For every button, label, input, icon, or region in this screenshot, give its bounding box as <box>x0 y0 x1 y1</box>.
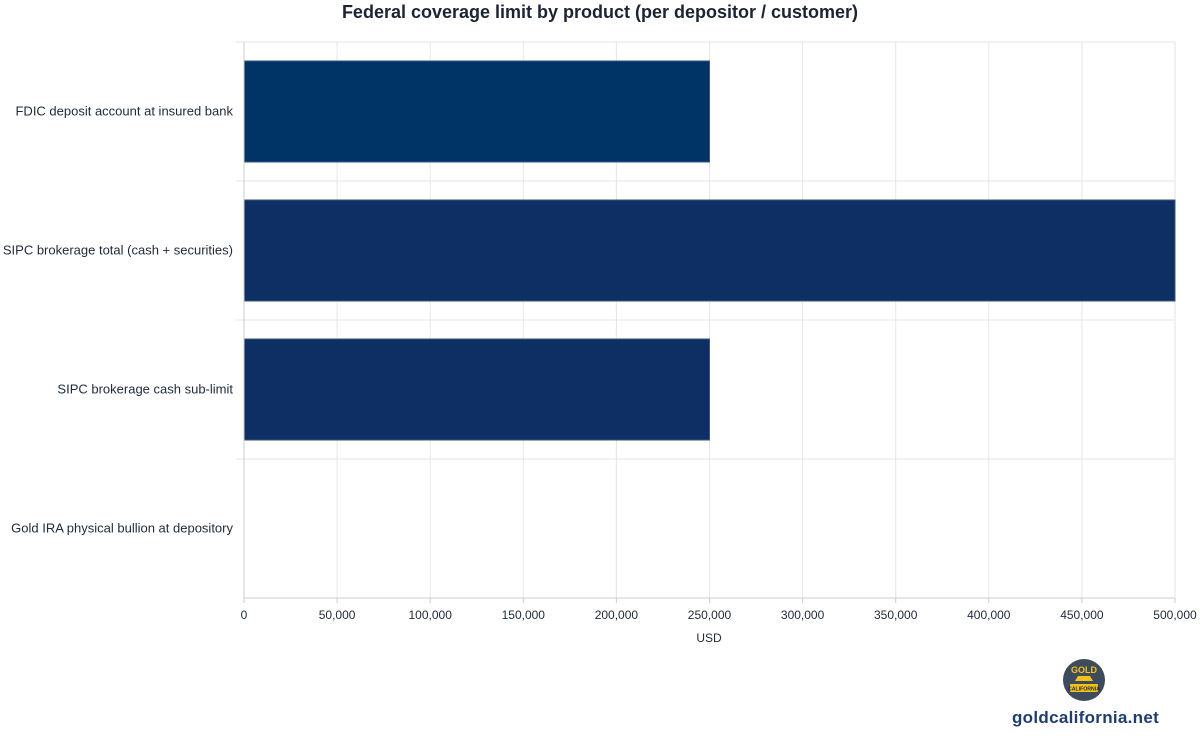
bar-2[interactable] <box>243 199 1176 302</box>
bar-3[interactable] <box>243 338 710 441</box>
x-tick-labels: 0 50,000 100,000 150,000 200,000 250,000 300,0… <box>241 608 1197 622</box>
x-tick-label: 50,000 <box>319 608 356 622</box>
logo-text-california: CALIFORNIA <box>1068 687 1100 693</box>
logo-text-gold: GOLD <box>1071 665 1097 675</box>
x-tick-label: 450,000 <box>1060 608 1104 622</box>
chart-svg: FDIC deposit account at insured bank SIPC… <box>3 41 1197 645</box>
x-tick-label: 300,000 <box>781 608 825 622</box>
chart-title: Federal coverage limit by product (per d… <box>341 2 859 22</box>
y-tick-labels: FDIC deposit account at insured bank SIPC… <box>3 104 234 536</box>
x-tick-label: 400,000 <box>967 608 1011 622</box>
grid-layer <box>236 41 1176 599</box>
y-tick-label: Gold IRA physical bullion at depository <box>11 521 233 536</box>
gold-california-logo-icon: GOLD CALIFORNIA <box>1063 659 1105 701</box>
y-tick-label: SIPC brokerage total (cash + securities) <box>3 243 233 258</box>
brand-block: GOLD CALIFORNIA goldcalifornia.net <box>1012 658 1172 728</box>
y-tick-label: FDIC deposit account at insured bank <box>15 104 233 119</box>
logo-bar-shape <box>1075 676 1093 681</box>
y-tick-label: SIPC brokerage cash sub-limit <box>57 382 233 397</box>
x-tick-label: 100,000 <box>409 608 453 622</box>
x-tick-label: 500,000 <box>1153 608 1197 622</box>
x-tick-label: 350,000 <box>874 608 918 622</box>
bars-layer <box>243 60 1176 441</box>
bar-1[interactable] <box>243 60 710 163</box>
x-tick-label: 250,000 <box>688 608 732 622</box>
x-tick-label: 150,000 <box>502 608 546 622</box>
x-tick-label: 200,000 <box>595 608 639 622</box>
logo-banner <box>1070 684 1098 692</box>
axis-layer <box>243 42 1176 603</box>
x-axis-title: USD <box>696 631 722 645</box>
x-tick-label: 0 <box>241 608 248 622</box>
brand-url[interactable]: goldcalifornia.net <box>1012 708 1160 727</box>
